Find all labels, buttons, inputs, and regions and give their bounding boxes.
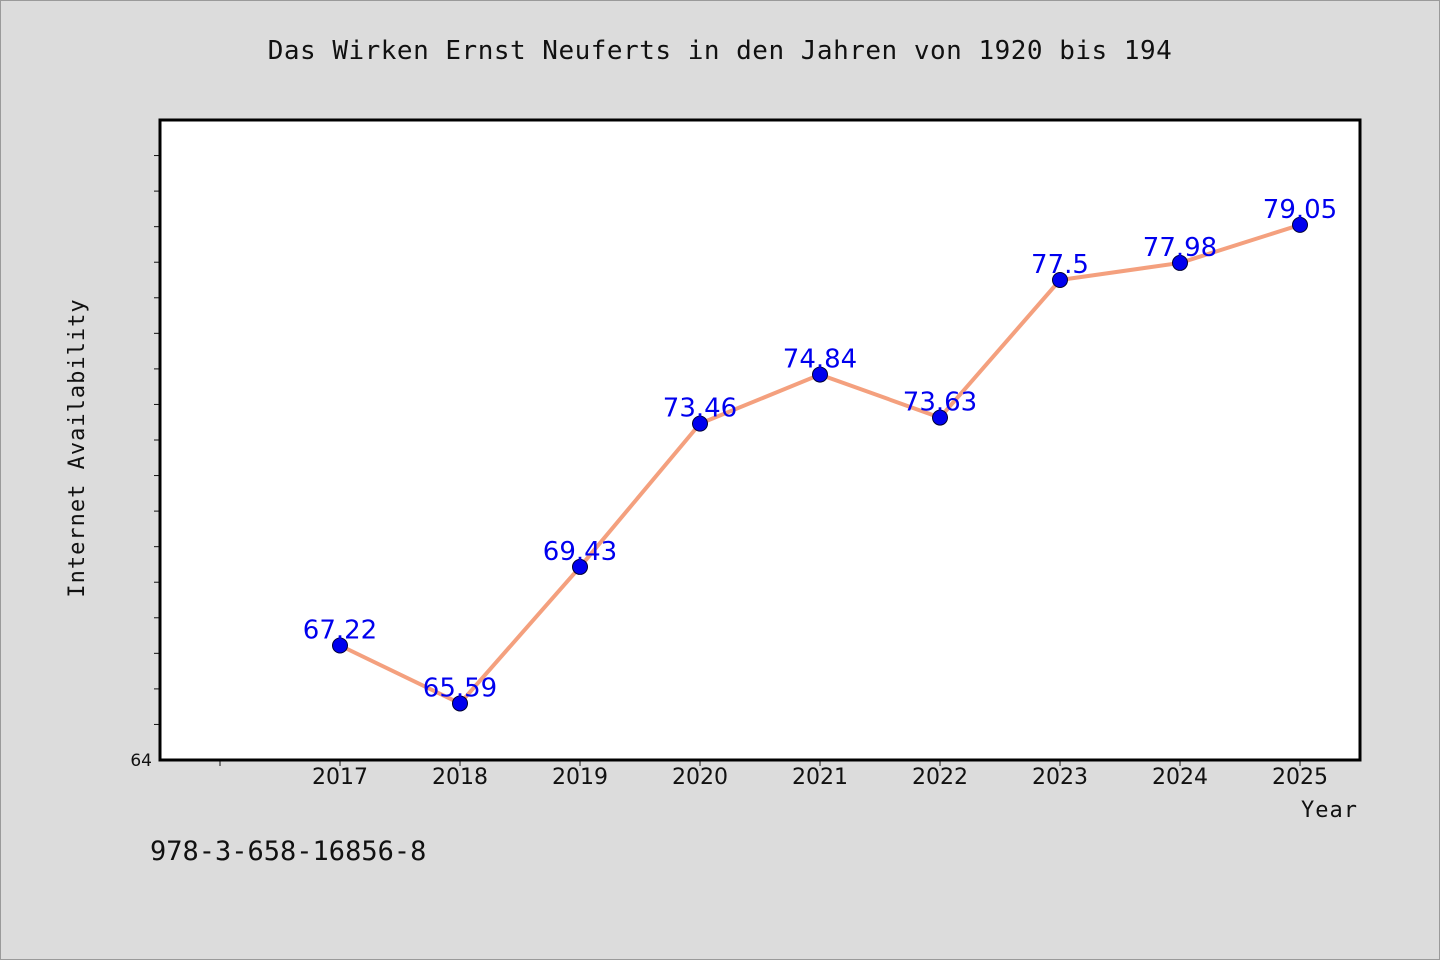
data-point [812,366,828,383]
data-point [1172,254,1188,271]
plot-frame [158,118,1362,762]
data-label: 73.46 [663,394,737,424]
data-label: 79.05 [1263,195,1337,225]
data-label: 77.5 [1031,250,1089,280]
x-tick-label: 2019 [552,765,608,790]
data-point [572,558,588,575]
x-tick-label: 2025 [1272,765,1328,790]
data-point [692,415,708,432]
x-tick-label: 2021 [792,765,848,790]
y-axis-title: Internet Availability [65,298,90,597]
x-tick-label: 2024 [1152,765,1208,790]
data-label: 67.22 [303,616,377,646]
data-label: 69.43 [543,537,617,567]
data-label: 77.98 [1143,233,1217,263]
x-tick-label: 2023 [1032,765,1088,790]
x-tick-label: 2020 [672,765,728,790]
data-label: 73.63 [903,388,977,418]
data-label: 74.84 [783,345,857,375]
data-point [452,695,468,712]
isbn-label: 978-3-658-16856-8 [150,836,427,867]
x-tick-label: 2022 [912,765,968,790]
data-label: 65.59 [423,673,497,703]
y-tick-label: 64 [130,751,152,771]
data-point [1052,272,1068,288]
data-point [1292,216,1308,233]
x-tick-label: 2017 [312,765,368,790]
data-point [332,637,348,654]
data-point [932,409,948,426]
plot-area [160,120,1360,760]
chart-title: Das Wirken Ernst Neuferts in den Jahren … [267,36,1173,66]
x-axis-title: Year [1301,798,1358,823]
x-tick-label: 2018 [432,765,488,790]
